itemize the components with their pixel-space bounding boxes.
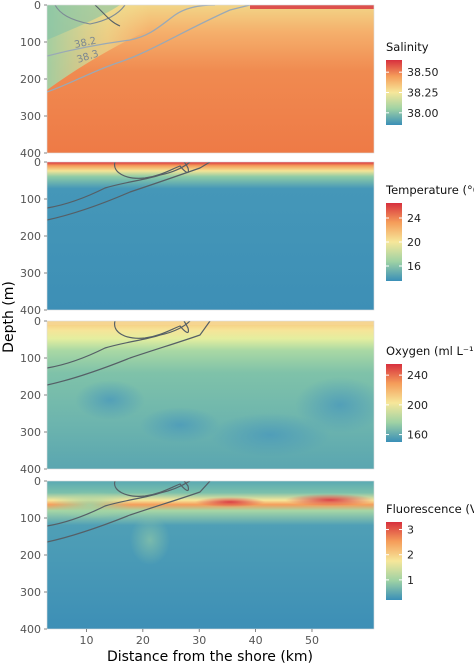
y-tick-label: 400 bbox=[20, 463, 41, 476]
fluorescence-contour-outer bbox=[47, 481, 211, 543]
oxygen-heatmap bbox=[47, 321, 374, 469]
legend-tick-label: 1 bbox=[407, 574, 414, 587]
colorbar bbox=[386, 60, 402, 125]
temperature-contour-inner bbox=[114, 162, 190, 179]
y-tick-label: 0 bbox=[34, 475, 41, 488]
panel-oxygen bbox=[46, 320, 375, 470]
y-tick-label: 0 bbox=[34, 315, 41, 328]
legend-title: Temperature (°C) bbox=[385, 183, 474, 197]
y-tick-label: 0 bbox=[34, 156, 41, 169]
colorbar bbox=[386, 522, 402, 600]
y-tick-label: 100 bbox=[20, 36, 41, 49]
oxygen-contour-outer bbox=[47, 321, 211, 386]
fluorescence-heatmap bbox=[47, 481, 374, 629]
salinity-contour-inner bbox=[54, 5, 126, 25]
legend-tick-label: 160 bbox=[407, 429, 428, 442]
legend-tick-label: 24 bbox=[407, 212, 421, 225]
y-tick-label: 300 bbox=[20, 586, 41, 599]
legend-tick-label: 20 bbox=[407, 236, 421, 249]
x-tick-label: 40 bbox=[249, 634, 263, 647]
x-tick-label: 50 bbox=[305, 634, 319, 647]
y-tick-label: 100 bbox=[20, 352, 41, 365]
salinity-contour-38-2 bbox=[47, 5, 216, 57]
y-tick-label: 300 bbox=[20, 426, 41, 439]
legend-title: Oxygen (ml L⁻¹) bbox=[386, 344, 474, 358]
x-tick-label: 30 bbox=[192, 634, 206, 647]
y-tick-label: 100 bbox=[20, 193, 41, 206]
y-axis-ticks: 0100200300400010020030040001002003004000… bbox=[20, 0, 47, 636]
y-tick-label: 300 bbox=[20, 110, 41, 123]
oxygen-contour-middle bbox=[47, 321, 191, 369]
colorbar-legends: Salinity 38.50 38.25 38.00 Temperature (°C) 2… bbox=[385, 40, 474, 600]
panel-salinity: 38.2 38.3 bbox=[46, 4, 375, 154]
colorbar bbox=[386, 203, 402, 281]
y-tick-label: 400 bbox=[20, 623, 41, 636]
fluorescence-contour-inner bbox=[114, 481, 190, 497]
x-axis-ticks: 10 20 30 40 50 bbox=[79, 629, 319, 647]
salinity-heatmap bbox=[47, 5, 374, 153]
contour-label-38-2: 38.2 bbox=[73, 36, 97, 51]
legend-tick-label: 16 bbox=[407, 260, 421, 273]
y-tick-label: 200 bbox=[20, 230, 41, 243]
y-tick-label: 0 bbox=[34, 0, 41, 12]
y-tick-label: 300 bbox=[20, 267, 41, 280]
legend-title: Salinity bbox=[386, 40, 429, 54]
legend-tick-label: 38.50 bbox=[407, 66, 439, 79]
x-tick-label: 20 bbox=[136, 634, 150, 647]
y-tick-label: 200 bbox=[20, 549, 41, 562]
y-tick-label: 100 bbox=[20, 512, 41, 525]
panel-temperature bbox=[46, 161, 375, 311]
legend-tick-label: 38.25 bbox=[407, 87, 439, 100]
y-tick-label: 400 bbox=[20, 304, 41, 317]
legend-tick-label: 240 bbox=[407, 369, 428, 382]
oxygen-contour-inner bbox=[114, 321, 190, 339]
y-axis-title: Depth (m) bbox=[1, 281, 17, 353]
colorbar bbox=[386, 364, 402, 442]
y-tick-label: 200 bbox=[20, 73, 41, 86]
legend-tick-label: 38.00 bbox=[407, 107, 439, 120]
temperature-contour-middle bbox=[47, 162, 191, 209]
legend-tick-label: 2 bbox=[407, 549, 414, 562]
salinity-contour-38-3 bbox=[47, 5, 251, 93]
y-tick-label: 400 bbox=[20, 147, 41, 160]
legend-title: Fluorescence (V) bbox=[386, 502, 474, 516]
legend-tick-label: 3 bbox=[407, 524, 414, 537]
x-axis-title: Distance from the shore (km) bbox=[107, 649, 313, 665]
legend-tick-label: 200 bbox=[407, 399, 428, 412]
y-tick-label: 200 bbox=[20, 389, 41, 402]
panel-fluorescence bbox=[46, 480, 375, 630]
fluorescence-contour-middle bbox=[47, 481, 191, 527]
temperature-heatmap bbox=[47, 162, 374, 310]
x-tick-label: 10 bbox=[79, 634, 93, 647]
